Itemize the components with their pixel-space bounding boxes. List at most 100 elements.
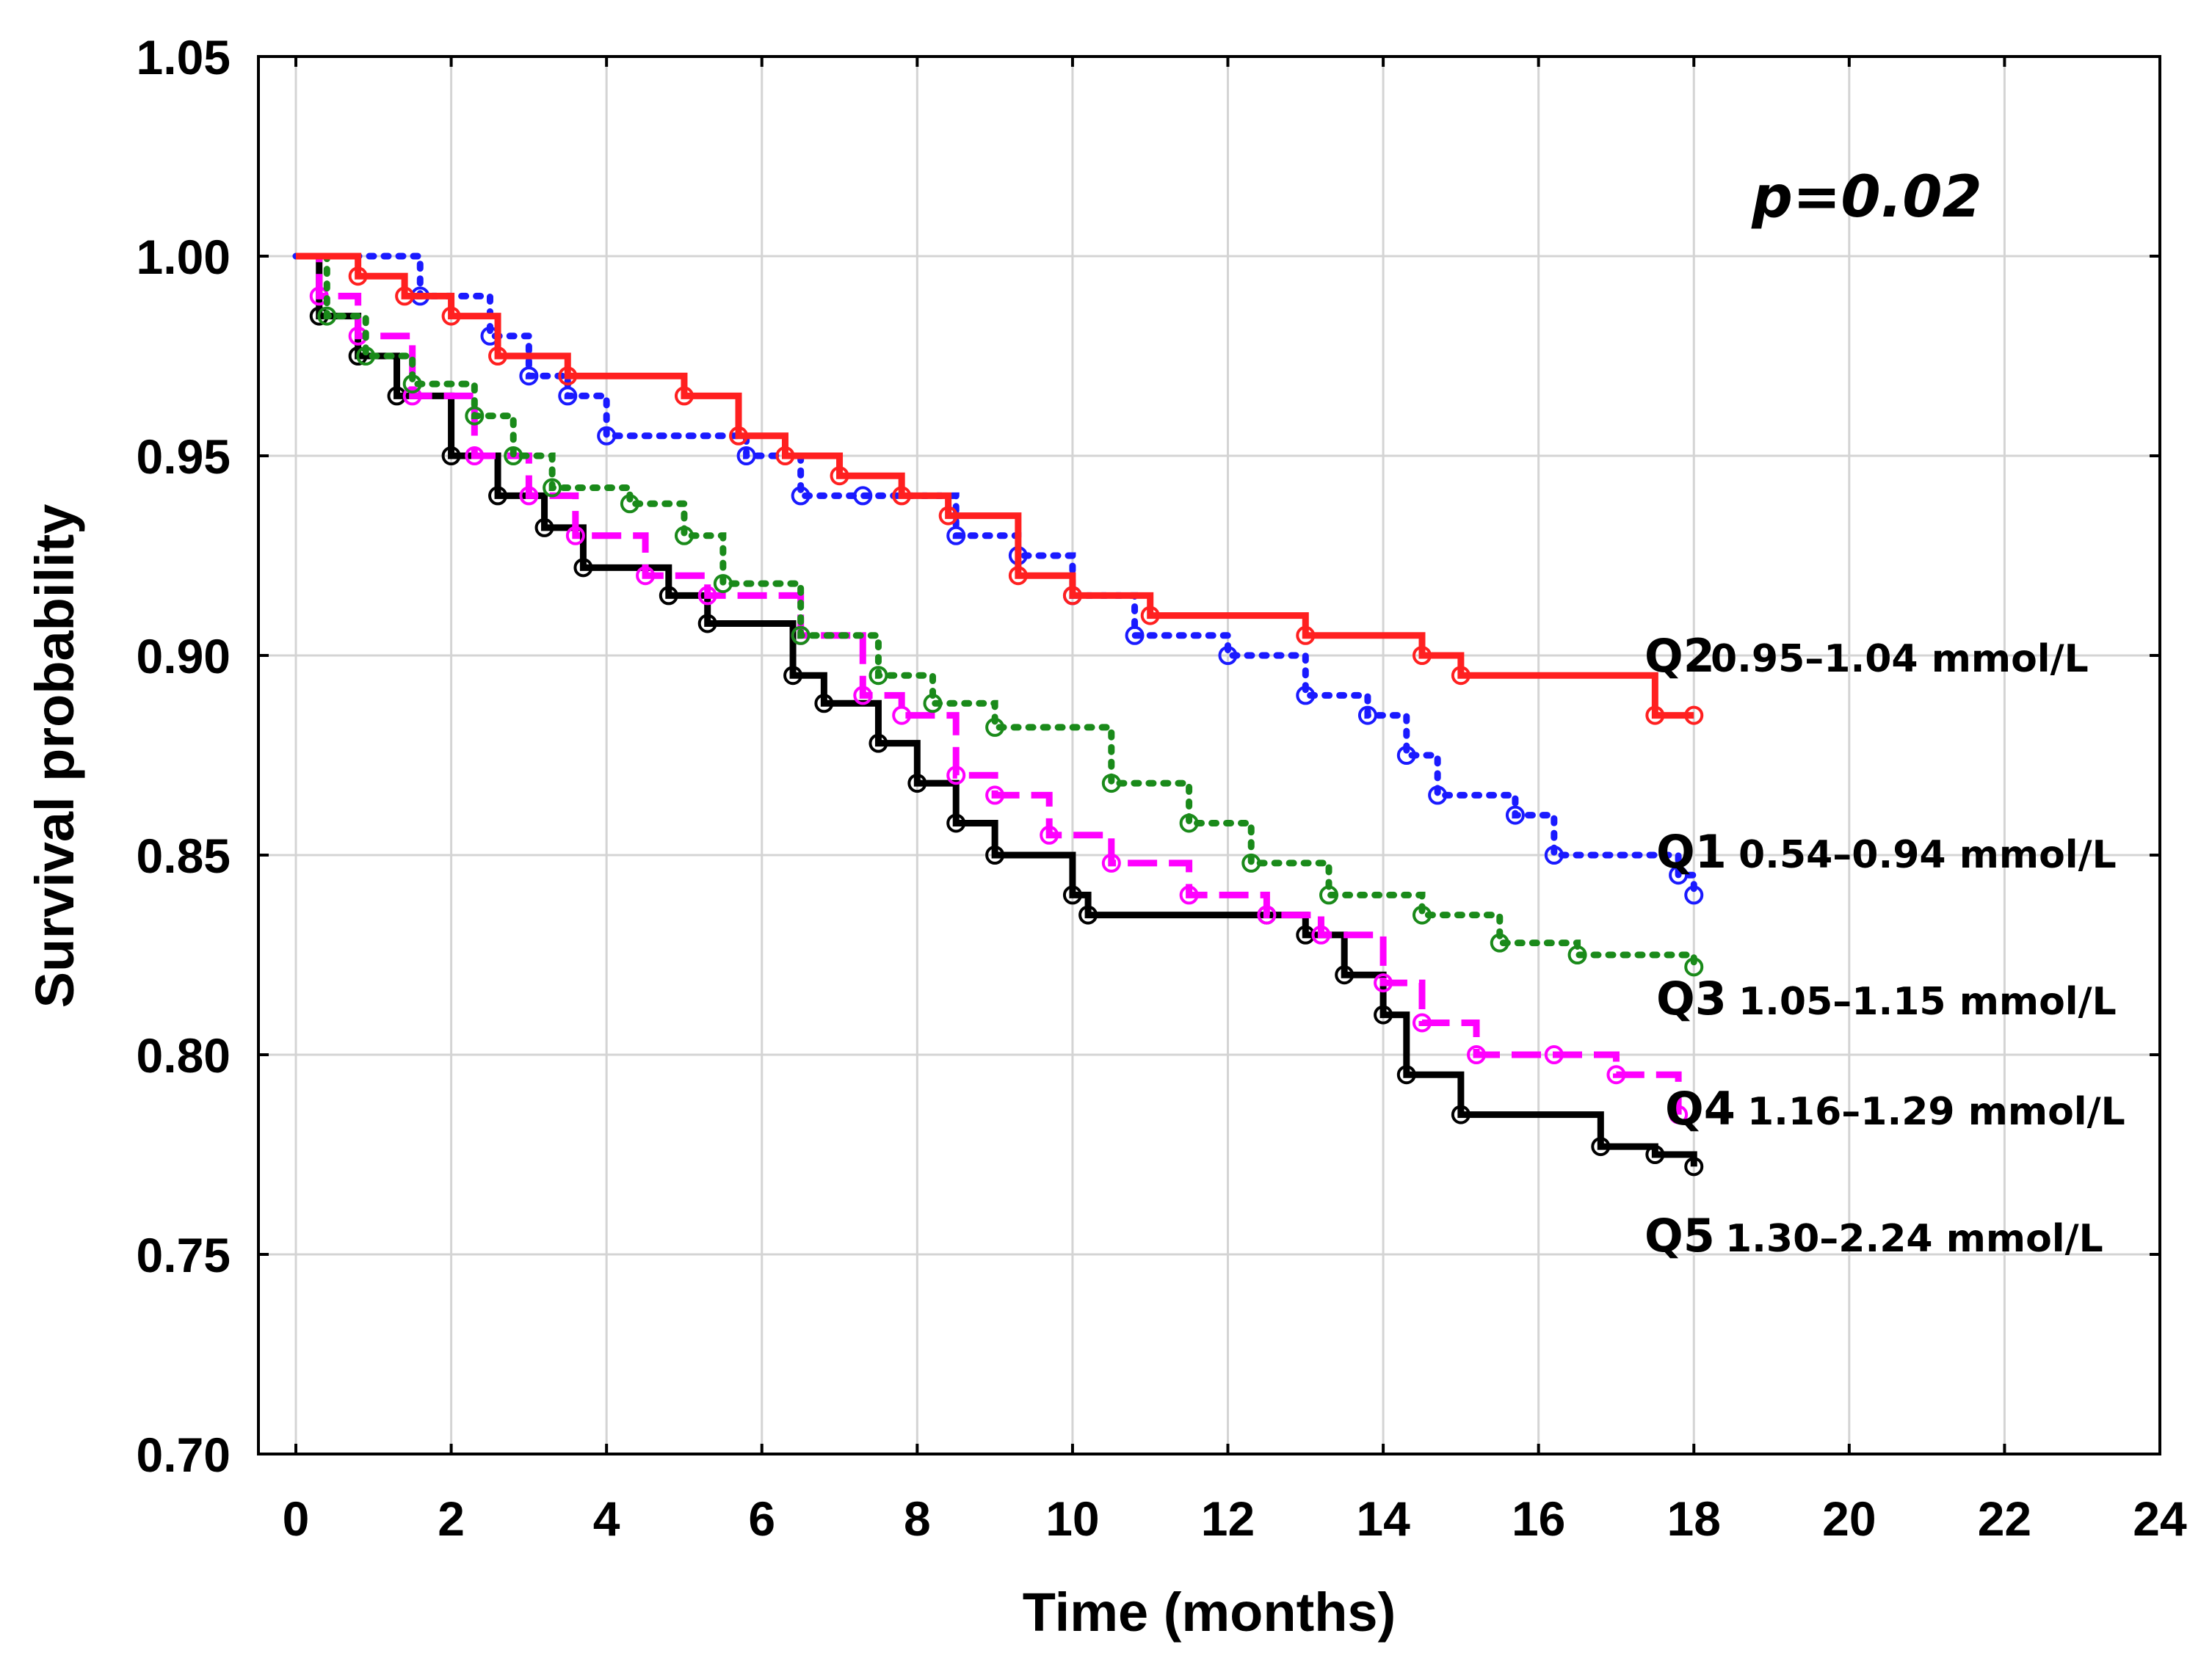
series-q4	[296, 252, 1689, 1124]
censor-mark-q5	[659, 586, 678, 606]
censor-mark-q5	[869, 733, 888, 753]
censor-mark-q4	[465, 446, 485, 465]
censor-mark-q1	[1296, 686, 1316, 705]
censor-mark-q3	[543, 478, 562, 498]
censor-mark-q2	[1296, 625, 1316, 645]
censor-mark-q2	[441, 306, 461, 326]
y-tick-label: 0.95	[137, 429, 231, 484]
series-layer	[292, 252, 1704, 1177]
legend-label-q2: Q2 0.95–1.04 mmol/L	[1645, 629, 2089, 683]
censor-mark-q5	[1684, 1157, 1704, 1177]
censor-mark-q3	[1684, 957, 1704, 977]
censor-mark-q4	[1179, 885, 1199, 905]
censor-mark-q3	[1101, 774, 1121, 793]
censor-mark-q3	[504, 446, 523, 465]
x-tick-label: 14	[1356, 1491, 1410, 1546]
censor-mark-q3	[713, 574, 733, 594]
grid	[258, 57, 2160, 1454]
plot-frame	[257, 55, 2161, 1455]
censor-mark-q5	[1591, 1137, 1611, 1157]
censor-mark-q2	[488, 346, 508, 366]
censor-mark-q5	[348, 346, 368, 366]
censor-mark-q1	[736, 446, 756, 465]
censor-mark-q5	[985, 846, 1005, 865]
censor-mark-q5	[1335, 965, 1355, 985]
censor-mark-q4	[1311, 925, 1331, 945]
censor-mark-q3	[356, 346, 376, 366]
censor-mark-q1	[519, 366, 539, 386]
series-range-q2: 0.95–1.04 mmol/L	[1711, 637, 2089, 681]
censor-mark-q4	[1257, 905, 1277, 925]
censor-mark-q4	[1374, 973, 1393, 993]
series-q2	[296, 252, 1704, 725]
censor-mark-q4	[1412, 1013, 1432, 1033]
censor-mark-q5	[1078, 905, 1098, 925]
censor-mark-q3	[1412, 905, 1432, 925]
censor-mark-q5	[1062, 885, 1082, 905]
y-tick-label: 0.70	[137, 1428, 231, 1482]
x-tick-label: 12	[1201, 1491, 1255, 1546]
series-range-q3: 1.05–1.15 mmol/L	[1738, 980, 2117, 1024]
censor-mark-q4	[892, 705, 912, 725]
series-line-q4	[296, 252, 1682, 1115]
y-axis-title: Survival probability	[24, 504, 85, 1008]
x-tick-label: 16	[1512, 1491, 1565, 1546]
censor-mark-q5	[534, 517, 554, 537]
series-label-q2: Q2	[1645, 629, 1715, 683]
censor-mark-q3	[1490, 933, 1509, 953]
y-tick-label: 1.00	[137, 230, 231, 284]
censor-mark-q2	[348, 266, 368, 286]
censor-mark-q4	[636, 566, 656, 586]
censor-mark-q2	[1412, 646, 1432, 665]
censor-mark-q2	[1140, 606, 1160, 625]
censor-mark-q2	[830, 466, 849, 486]
censor-mark-q3	[402, 374, 422, 394]
censor-mark-q4	[1544, 1045, 1564, 1064]
censor-mark-q5	[907, 774, 927, 793]
series-q5	[296, 252, 1704, 1177]
x-tick-label: 22	[1978, 1491, 2031, 1546]
censor-mark-q5	[697, 614, 717, 633]
censor-mark-q1	[1505, 805, 1525, 825]
censor-mark-q2	[1062, 586, 1082, 606]
censor-mark-q2	[729, 426, 749, 446]
censor-mark-q4	[1101, 853, 1121, 873]
y-tick-label: 0.85	[137, 829, 231, 883]
censor-mark-q4	[946, 766, 966, 785]
censor-mark-q3	[791, 625, 811, 645]
censor-mark-q2	[1684, 705, 1704, 725]
censor-mark-q1	[597, 426, 617, 446]
x-axis-title: Time (months)	[1023, 1582, 1396, 1643]
series-q3	[292, 252, 1704, 977]
x-tick-label: 4	[593, 1491, 620, 1546]
series-range-q4: 1.16–1.29 mmol/L	[1747, 1090, 2125, 1134]
censor-mark-q3	[465, 406, 485, 426]
y-tick-label: 1.05	[137, 30, 231, 84]
censor-mark-q1	[791, 486, 811, 506]
censor-mark-q4	[853, 686, 873, 705]
series-label-q1: Q1	[1656, 825, 1727, 879]
series-line-q2	[296, 252, 1694, 719]
censor-mark-q5	[783, 666, 803, 686]
censor-mark-q5	[1645, 1145, 1665, 1164]
legend-label-q3: Q3 1.05–1.15 mmol/L	[1656, 972, 2117, 1025]
censor-mark-q2	[938, 506, 958, 526]
censor-mark-q1	[1544, 846, 1564, 865]
censor-mark-q2	[395, 286, 415, 306]
censor-mark-q2	[1451, 666, 1471, 686]
y-tick-label: 0.90	[137, 629, 231, 683]
censor-mark-q1	[946, 526, 966, 545]
series-label-q4: Q4	[1665, 1082, 1736, 1135]
censor-mark-q1	[1428, 785, 1448, 805]
censor-mark-q5	[1374, 1005, 1393, 1025]
censor-mark-q4	[402, 386, 422, 406]
censor-mark-q1	[558, 386, 578, 406]
censor-mark-q4	[1606, 1065, 1626, 1085]
series-label-q5: Q5	[1645, 1209, 1715, 1262]
p-value-annotation: p=0.02	[1751, 164, 1982, 230]
censor-mark-q2	[674, 386, 694, 406]
x-tick-label: 2	[438, 1491, 465, 1546]
censor-mark-q1	[1125, 625, 1145, 645]
censor-mark-q5	[441, 446, 461, 465]
censor-mark-q1	[853, 486, 873, 506]
